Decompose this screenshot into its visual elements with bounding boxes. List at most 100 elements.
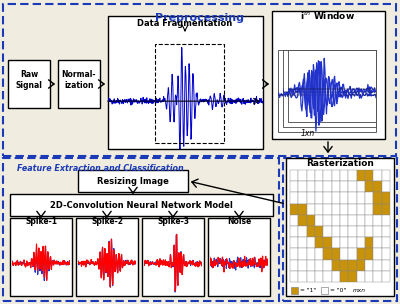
Bar (373, 226, 382, 237)
Bar (298, 226, 307, 237)
Text: Feature Extraction and Classification: Feature Extraction and Classification (17, 164, 183, 173)
Bar (382, 237, 390, 248)
Bar (307, 170, 315, 181)
Bar (357, 226, 365, 237)
Bar (332, 248, 340, 260)
Bar (298, 204, 307, 215)
Bar (323, 237, 332, 248)
Bar (58, 60, 100, 108)
Bar (291, 287, 298, 294)
Bar (78, 170, 188, 192)
Bar (340, 170, 348, 181)
Bar (357, 215, 365, 226)
Bar (298, 215, 307, 226)
Bar (307, 237, 315, 248)
Bar (340, 181, 348, 192)
Bar (348, 204, 357, 215)
Bar (340, 226, 348, 237)
Bar (332, 181, 340, 192)
Bar (365, 248, 373, 260)
Bar (357, 237, 365, 248)
Bar (332, 226, 340, 237)
Bar (332, 271, 340, 282)
Bar (286, 158, 394, 296)
Text: Rasterization: Rasterization (306, 160, 374, 168)
Bar (357, 271, 365, 282)
Bar (323, 248, 332, 260)
Bar (307, 181, 315, 192)
Bar (348, 260, 357, 271)
Bar (365, 260, 373, 271)
Bar (315, 170, 323, 181)
Text: Noise: Noise (227, 217, 251, 226)
Bar (348, 226, 357, 237)
Bar (340, 260, 348, 271)
Bar (373, 248, 382, 260)
Bar (290, 248, 298, 260)
Bar (307, 226, 315, 237)
Bar (8, 60, 50, 108)
Bar (382, 271, 390, 282)
Bar (323, 260, 332, 271)
Text: Raw
Signal: Raw Signal (16, 70, 42, 90)
Bar (315, 260, 323, 271)
Text: Spike-1: Spike-1 (25, 217, 57, 226)
Bar (348, 192, 357, 204)
Bar (365, 215, 373, 226)
Bar (142, 218, 204, 296)
Bar (348, 215, 357, 226)
Bar (298, 237, 307, 248)
Bar (298, 260, 307, 271)
Text: Data Fragmentation: Data Fragmentation (137, 19, 233, 27)
Bar (348, 170, 357, 181)
Bar (357, 260, 365, 271)
Bar (283, 158, 397, 301)
Bar (365, 226, 373, 237)
Bar (348, 181, 357, 192)
Bar (290, 237, 298, 248)
Bar (290, 271, 298, 282)
Text: Preprocessing: Preprocessing (156, 13, 244, 23)
Bar (332, 170, 340, 181)
Bar (382, 248, 390, 260)
Bar (307, 260, 315, 271)
Text: Spike-2: Spike-2 (91, 217, 123, 226)
Bar (307, 271, 315, 282)
Bar (307, 192, 315, 204)
Bar (382, 170, 390, 181)
Bar (290, 226, 298, 237)
Bar (382, 204, 390, 215)
Bar (307, 248, 315, 260)
Bar (365, 237, 373, 248)
Bar (373, 260, 382, 271)
Bar (315, 237, 323, 248)
Bar (332, 237, 340, 248)
Bar (373, 204, 382, 215)
Bar (298, 271, 307, 282)
Bar (3, 158, 279, 301)
Text: = "1": = "1" (300, 288, 316, 293)
Bar (315, 204, 323, 215)
Bar (315, 226, 323, 237)
Bar (332, 204, 340, 215)
Text: 2D-Convolution Neural Network Model: 2D-Convolution Neural Network Model (50, 201, 232, 209)
Bar (332, 192, 340, 204)
Bar (340, 192, 348, 204)
Bar (323, 181, 332, 192)
Bar (348, 237, 357, 248)
Bar (373, 215, 382, 226)
Bar (298, 181, 307, 192)
Bar (3, 4, 396, 156)
Bar (315, 271, 323, 282)
Bar (340, 237, 348, 248)
Text: Resizing Image: Resizing Image (97, 177, 169, 185)
Bar (108, 16, 263, 149)
Bar (357, 170, 365, 181)
Bar (298, 192, 307, 204)
Bar (365, 204, 373, 215)
Bar (323, 192, 332, 204)
Bar (365, 192, 373, 204)
Bar (272, 11, 385, 139)
Bar (357, 192, 365, 204)
Bar (288, 50, 376, 122)
